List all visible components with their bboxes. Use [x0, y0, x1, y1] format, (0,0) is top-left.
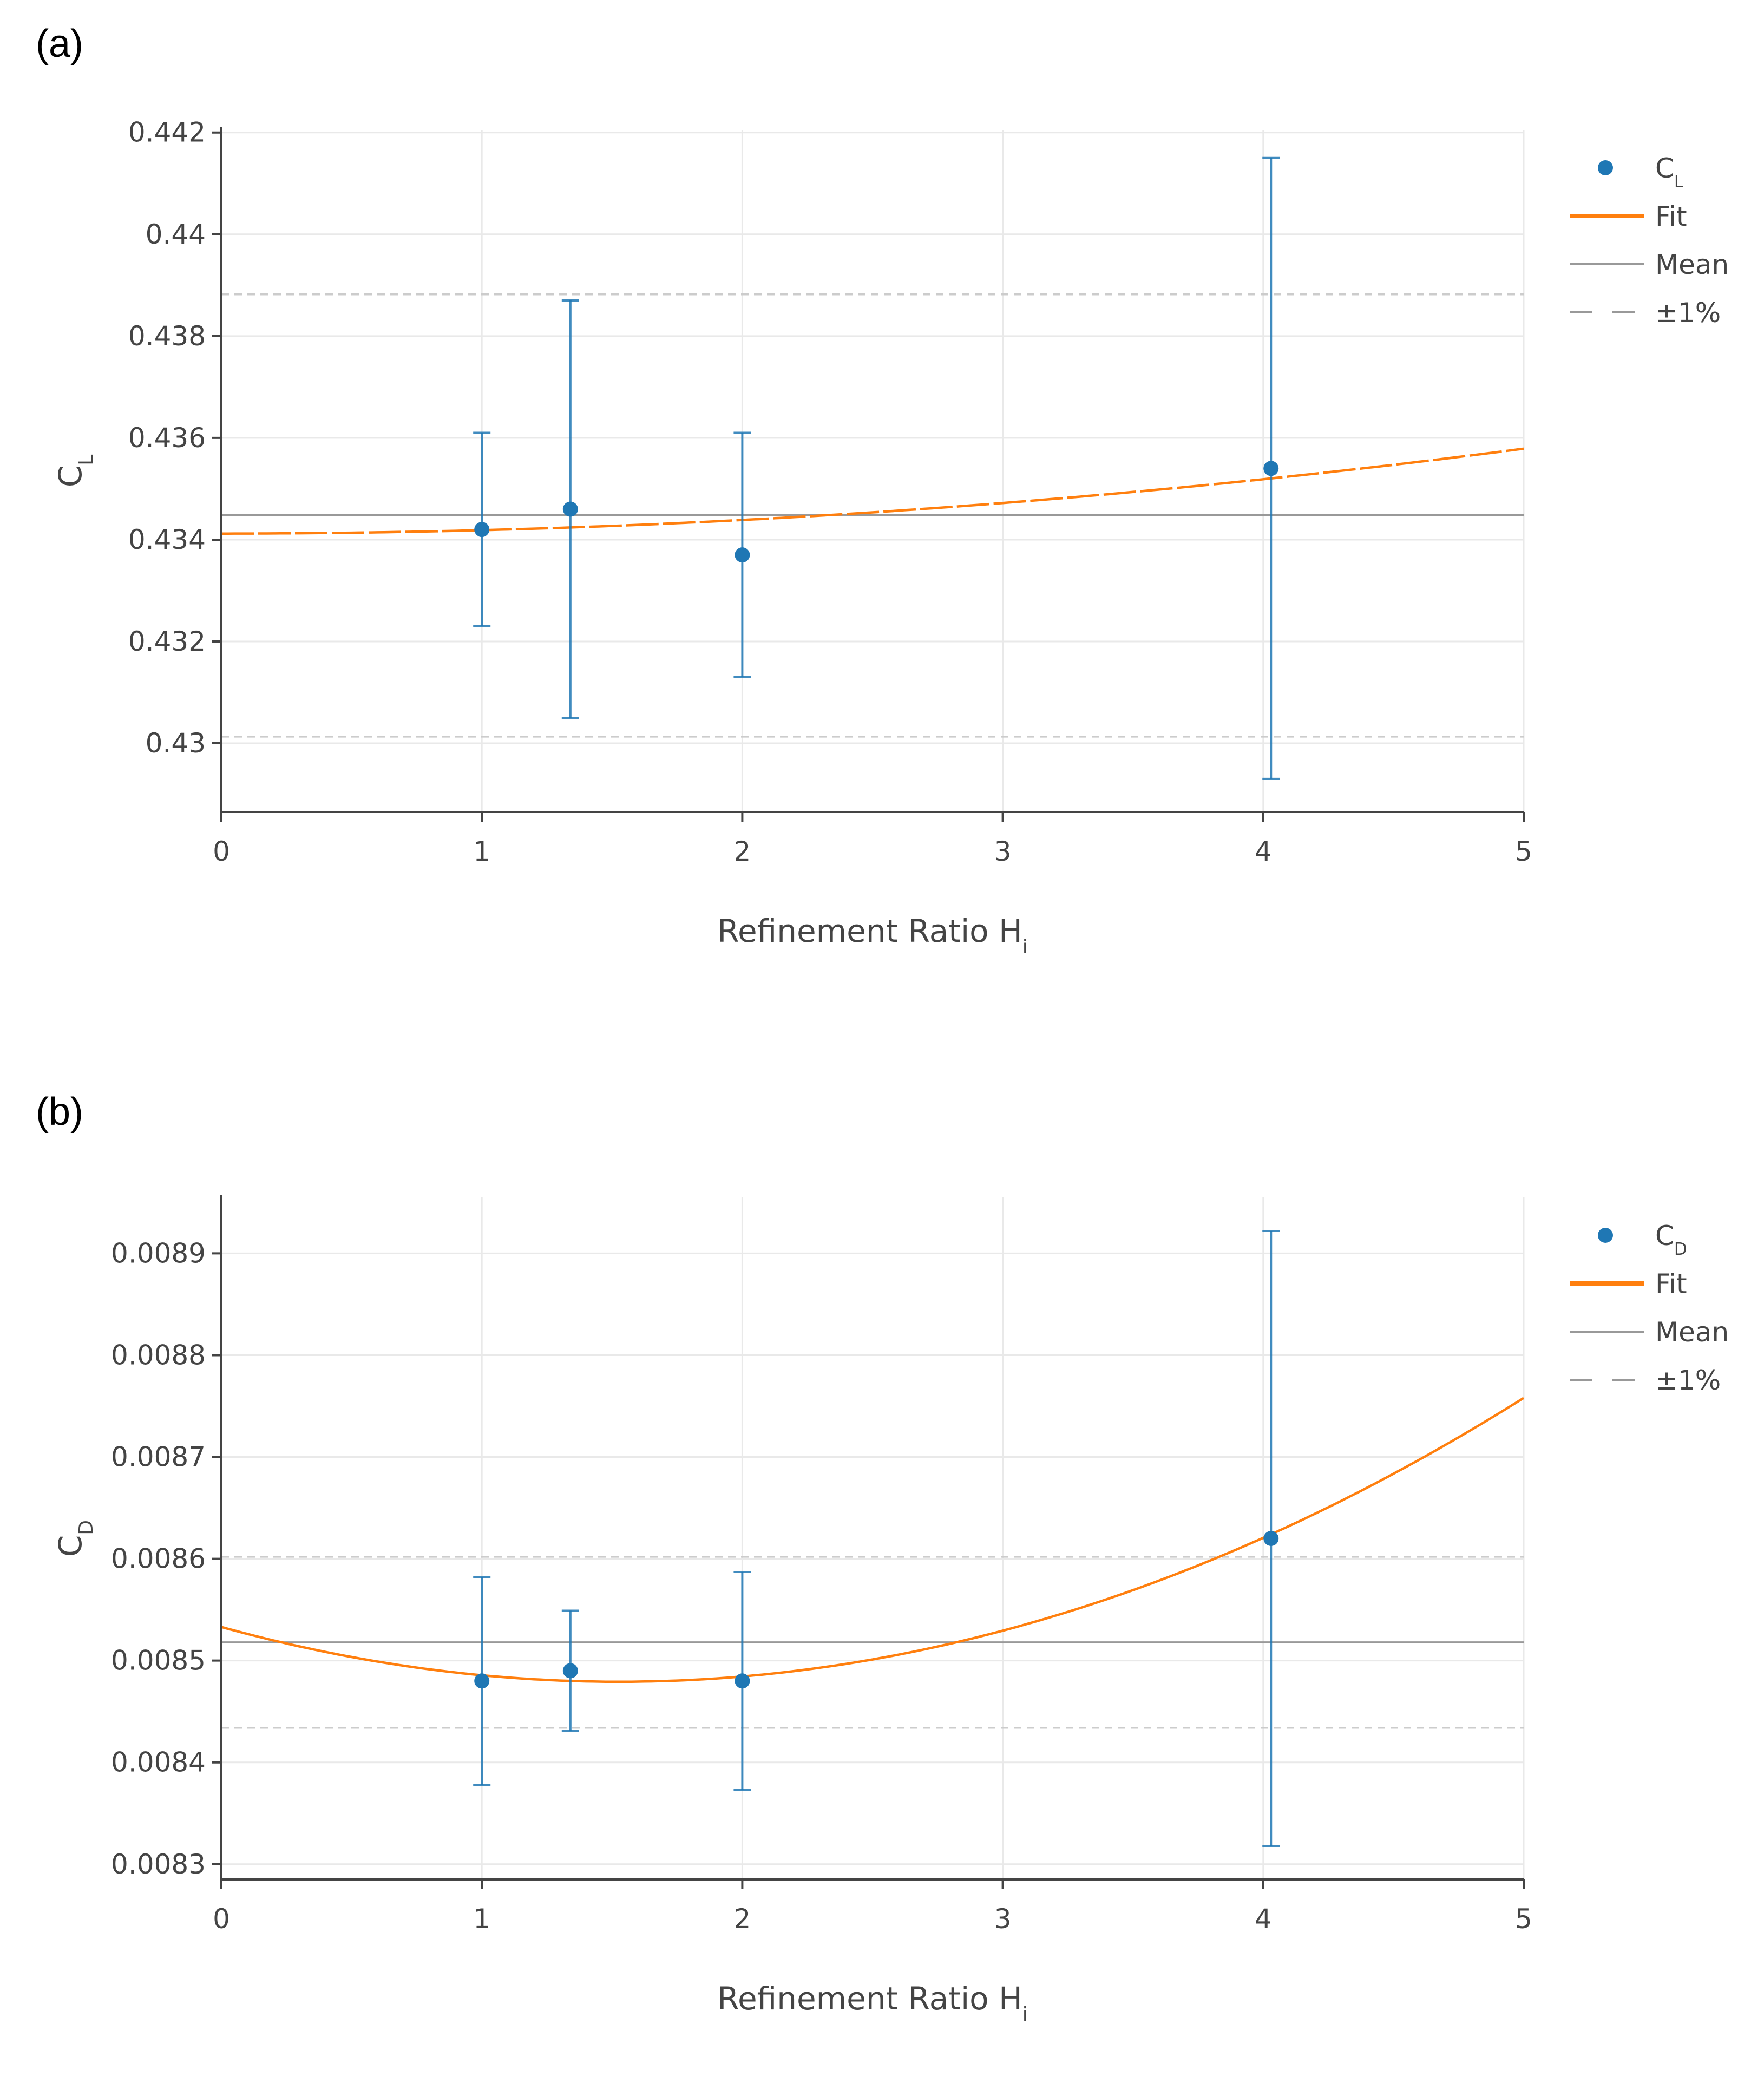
legend-label: Mean — [1655, 249, 1729, 280]
legend-label: CL — [1655, 153, 1684, 192]
y-tick-label: 0.438 — [128, 320, 206, 352]
x-tick-label: 3 — [994, 836, 1012, 867]
y-tick-label: 0.0087 — [111, 1442, 206, 1473]
chart-panel-b: 0 1 2 3 4 5 0.0083 0.0084 0.0085 0.0086 0.0087 0.00… — [52, 1195, 1729, 2026]
x-tick-label: 0 — [213, 1903, 230, 1935]
legend-label: Fit — [1655, 1268, 1687, 1300]
legend: CD Fit Mean ±1% — [1570, 1220, 1729, 1396]
y-tick-label: 0.436 — [128, 422, 206, 454]
legend-marker-point — [1598, 160, 1613, 175]
x-axis-title: Refinement Ratio Hi — [717, 1980, 1027, 2026]
grid-lines — [220, 130, 1525, 812]
x-tick-label: 4 — [1255, 836, 1272, 867]
x-tick-label: 1 — [473, 836, 490, 867]
data-point — [562, 1663, 578, 1679]
x-axis-title: Refinement Ratio Hi — [717, 913, 1027, 958]
legend-label: Mean — [1655, 1316, 1729, 1348]
y-tick-label: 0.0085 — [111, 1645, 206, 1676]
data-point — [474, 522, 490, 538]
data-point — [735, 1673, 750, 1689]
data-point — [1263, 1531, 1279, 1546]
grid-lines — [220, 1197, 1525, 1879]
y-axis-title: CD — [52, 1520, 97, 1557]
panel-label-b: (b) — [36, 1090, 83, 1134]
y-tick-label: 0.0086 — [111, 1543, 206, 1575]
fit-curve — [221, 447, 1524, 535]
x-tick-label: 0 — [213, 836, 230, 867]
legend-label: ±1% — [1655, 297, 1721, 329]
panel-label-a: (a) — [36, 22, 83, 66]
legend: CL Fit Mean ±1% — [1570, 153, 1729, 329]
data-point — [1263, 461, 1279, 476]
data-point — [562, 501, 578, 517]
y-tick-label: 0.434 — [128, 524, 206, 555]
x-tick-label: 2 — [733, 1903, 751, 1935]
legend-marker-point — [1598, 1228, 1613, 1243]
x-tick-label: 4 — [1255, 1903, 1272, 1935]
legend-label: ±1% — [1655, 1365, 1721, 1396]
y-tick-label: 0.0083 — [111, 1849, 206, 1880]
y-tick-label: 0.0089 — [111, 1237, 206, 1269]
y-tick-label: 0.442 — [128, 117, 206, 148]
y-tick-label: 0.432 — [128, 626, 206, 657]
y-tick-label: 0.0084 — [111, 1747, 206, 1778]
y-axis-title: CL — [52, 455, 97, 488]
x-tick-label: 3 — [994, 1903, 1012, 1935]
data-point — [474, 1673, 490, 1689]
x-tick-label: 5 — [1515, 836, 1532, 867]
x-tick-label: 2 — [733, 836, 751, 867]
legend-label: Fit — [1655, 201, 1687, 232]
chart-panel-a: 0 1 2 3 4 5 0.43 0.432 0.434 0.436 0.438 0.44 0.442 R… — [52, 117, 1729, 958]
y-tick-label: 0.43 — [146, 728, 206, 759]
x-tick-label: 1 — [473, 1903, 490, 1935]
x-tick-label: 5 — [1515, 1903, 1532, 1935]
legend-label: CD — [1655, 1220, 1687, 1259]
fit-curve — [221, 1397, 1525, 1684]
y-tick-label: 0.44 — [146, 219, 206, 250]
data-point — [735, 547, 750, 563]
y-tick-label: 0.0088 — [111, 1339, 206, 1371]
